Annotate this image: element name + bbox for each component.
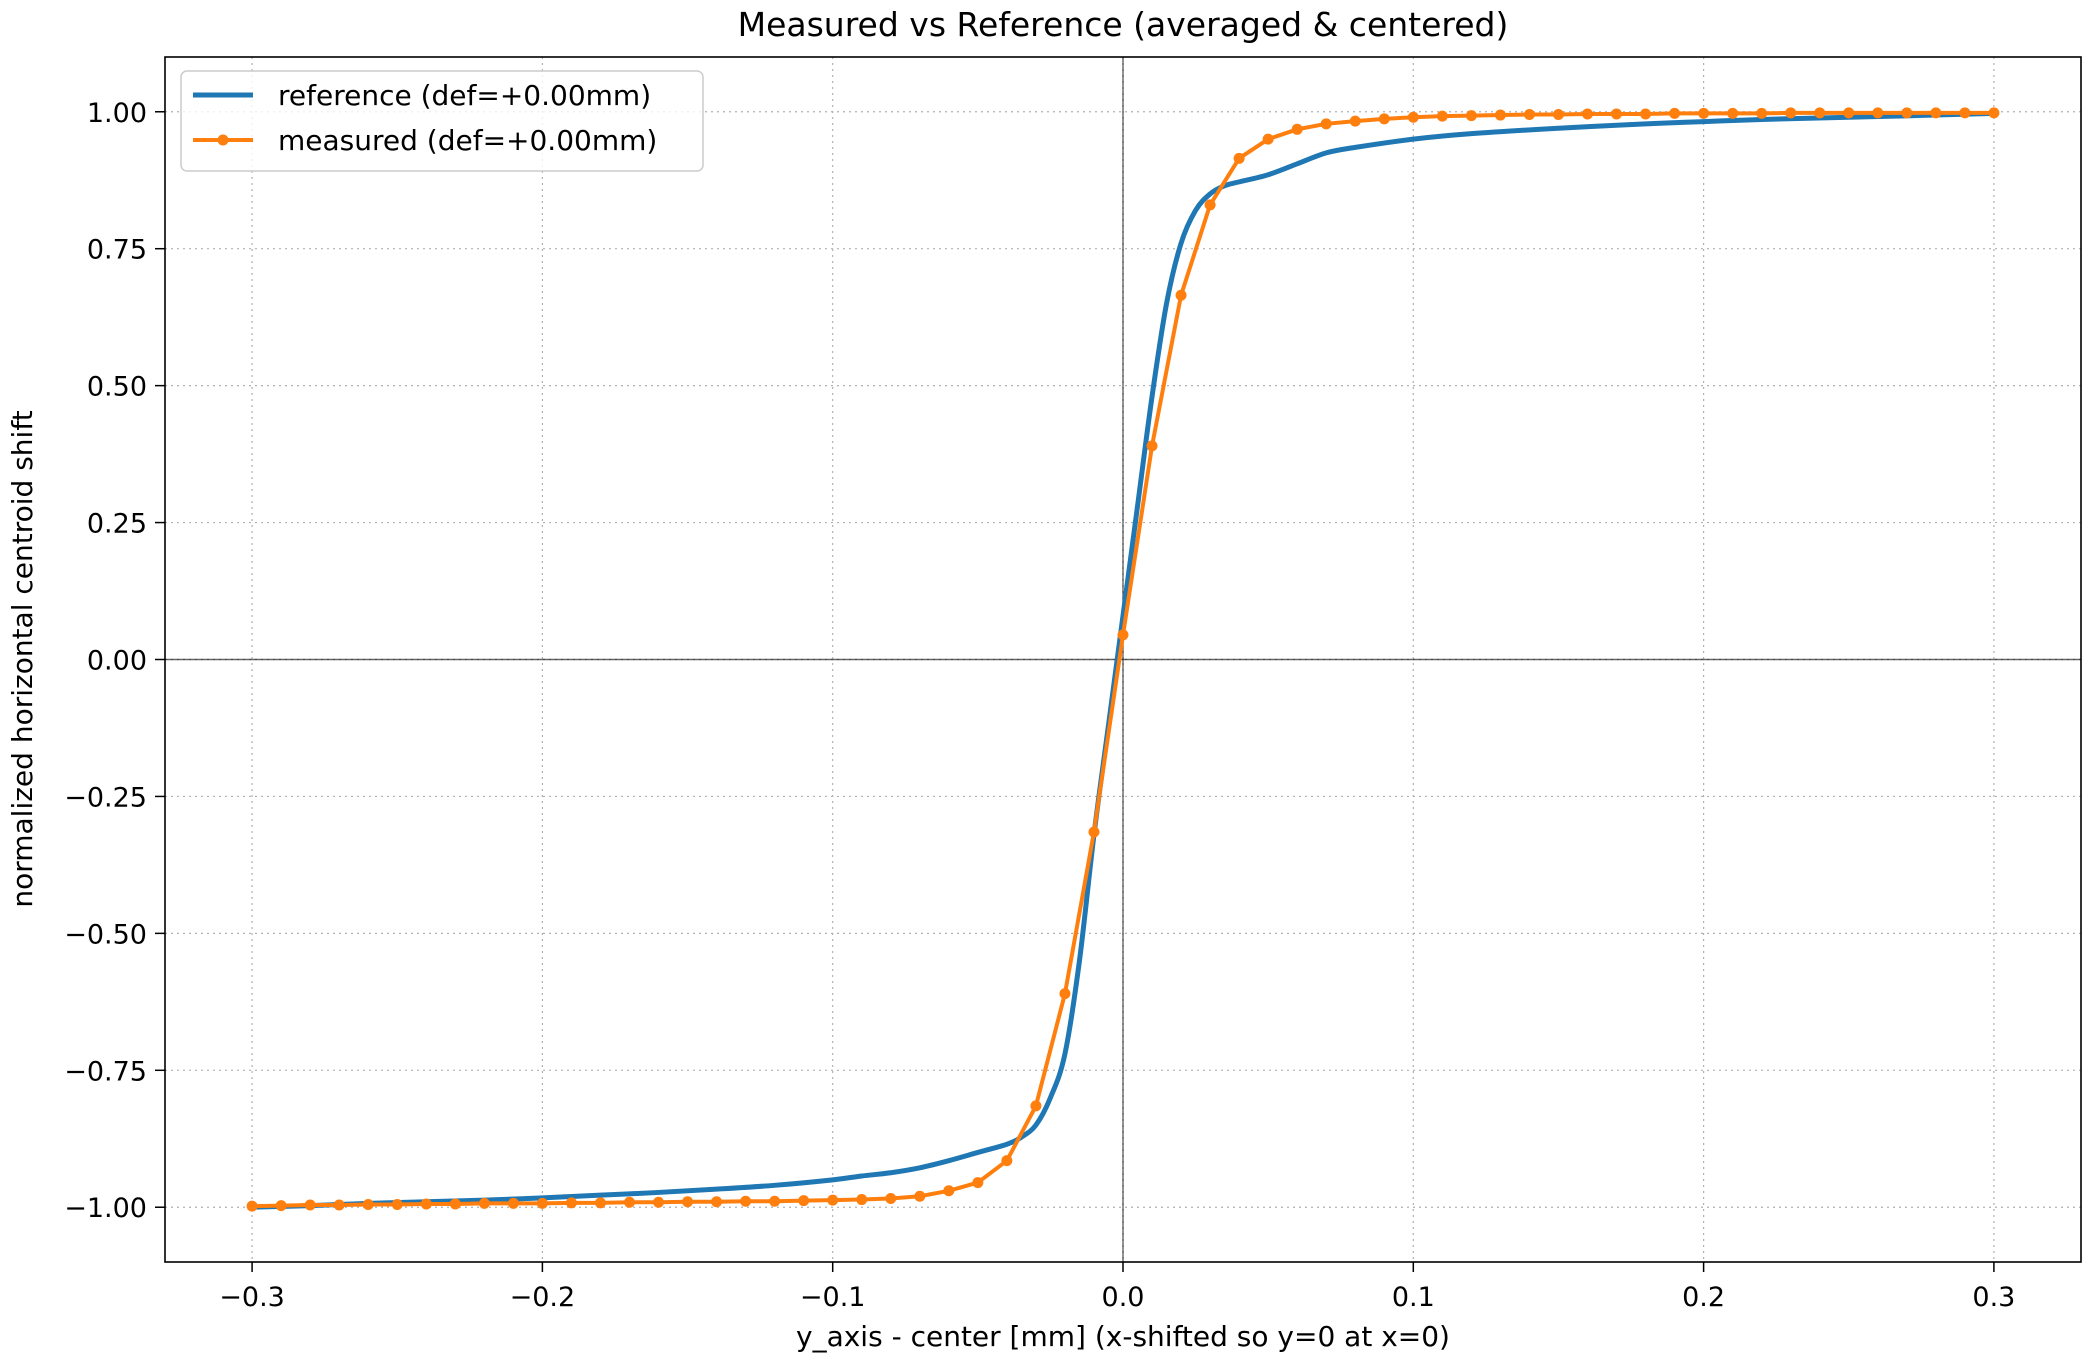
measured-point (1640, 108, 1652, 120)
measured-point (1698, 107, 1710, 119)
measured-point (1727, 107, 1739, 119)
measured-point (1320, 118, 1332, 130)
measured-point (914, 1190, 926, 1202)
measured-point (1117, 629, 1129, 641)
measured-point (594, 1197, 606, 1209)
measured-point (711, 1196, 723, 1208)
legend-label-measured: measured (def=+0.00mm) (278, 124, 657, 157)
measured-point (1059, 988, 1071, 1000)
measured-point (1175, 289, 1187, 301)
measured-point (1378, 113, 1390, 125)
measured-point (362, 1198, 374, 1210)
measured-point (856, 1194, 868, 1206)
chart-title: Measured vs Reference (averaged & center… (738, 5, 1509, 44)
series-layer (246, 107, 2000, 1212)
legend-box (180, 70, 704, 172)
measured-point (1465, 110, 1477, 122)
reference-lines (165, 57, 2081, 1262)
measured-point (1959, 107, 1971, 119)
measured-point (653, 1196, 665, 1208)
measured-point (1669, 107, 1681, 119)
measured-point (536, 1197, 548, 1209)
measured-point (1843, 107, 1855, 119)
measured-point (972, 1177, 984, 1189)
measured-point (449, 1198, 461, 1210)
legend-label-reference: reference (def=+0.00mm) (278, 79, 651, 112)
measured-point (740, 1195, 752, 1207)
measured-point (827, 1194, 839, 1206)
y-tick-label: −0.50 (64, 919, 147, 950)
measured-point (507, 1197, 519, 1209)
measured-point (1204, 199, 1216, 211)
measured-point (943, 1185, 955, 1197)
measured-point (1291, 123, 1303, 135)
y-axis-ticks: −1.00 −0.75 −0.50 −0.25 0.00 0.25 0.50 0.75 1.00 (64, 98, 165, 1224)
measured-point (623, 1196, 635, 1208)
x-tick-label: 0.2 (1682, 1282, 1725, 1313)
x-tick-label: −0.3 (219, 1282, 285, 1313)
y-axis-label: normalized horizontal centroid shift (6, 410, 39, 907)
y-tick-label: −0.75 (64, 1056, 147, 1087)
x-tick-label: 0.0 (1102, 1282, 1145, 1313)
measured-point (391, 1198, 403, 1210)
y-tick-label: 0.00 (87, 646, 147, 677)
legend-marker-measured (217, 134, 229, 146)
measured-point (769, 1195, 781, 1207)
measured-point (565, 1197, 577, 1209)
measured-point (478, 1197, 490, 1209)
y-tick-label: 0.50 (87, 372, 147, 403)
measured-point (1436, 110, 1448, 122)
measured-point (1988, 107, 2000, 119)
measured-point (420, 1198, 432, 1210)
x-axis-ticks: −0.3 −0.2 −0.1 0.0 0.1 0.2 0.3 (219, 1262, 2015, 1313)
y-tick-label: −1.00 (64, 1193, 147, 1224)
y-tick-label: 1.00 (87, 98, 147, 129)
measured-point (1494, 109, 1506, 121)
x-tick-label: 0.3 (1972, 1282, 2015, 1313)
measured-point (1814, 107, 1826, 119)
measured-point (1872, 107, 1884, 119)
measured-point (1262, 133, 1274, 145)
measured-point (1088, 826, 1100, 838)
x-tick-label: −0.2 (510, 1282, 576, 1313)
measured-point (1233, 152, 1245, 164)
y-tick-label: −0.25 (64, 782, 147, 813)
measured-point (1581, 108, 1593, 120)
x-axis-label: y_axis - center [mm] (x-shifted so y=0 a… (796, 1320, 1450, 1353)
x-tick-label: 0.1 (1392, 1282, 1435, 1313)
measured-point (246, 1200, 258, 1212)
measured-point (1001, 1155, 1013, 1167)
measured-point (1756, 107, 1768, 119)
measured-point (885, 1192, 897, 1204)
measured-point (304, 1199, 316, 1211)
measured-point (1611, 108, 1623, 120)
measured-point (275, 1200, 287, 1212)
measured-point (1030, 1100, 1042, 1112)
measured-point (682, 1196, 694, 1208)
measured-point (1523, 109, 1535, 121)
measured-point (1785, 107, 1797, 119)
y-tick-label: 0.75 (87, 235, 147, 266)
measured-point (1349, 115, 1361, 127)
measured-point (1930, 107, 1942, 119)
measured-point (1146, 440, 1158, 452)
y-tick-label: 0.25 (87, 509, 147, 540)
measured-point (1407, 111, 1419, 123)
measured-point (1552, 109, 1564, 121)
legend: reference (def=+0.00mm) measured (def=+0… (180, 70, 704, 172)
measured-point (1901, 107, 1913, 119)
measured-point (333, 1199, 345, 1211)
measured-point (798, 1195, 810, 1207)
x-tick-label: −0.1 (800, 1282, 866, 1313)
